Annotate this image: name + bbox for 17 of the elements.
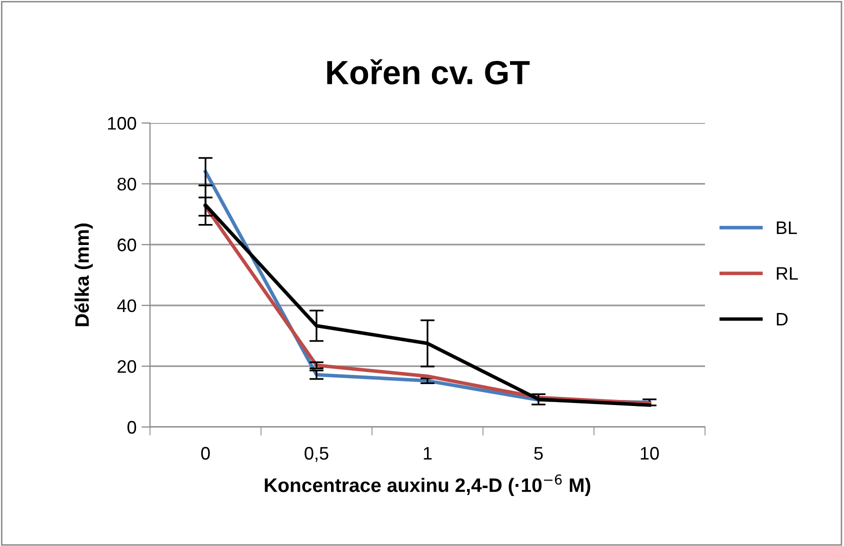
y-tick-label: 0 bbox=[127, 420, 136, 434]
x-tick-label: 1 bbox=[424, 447, 432, 460]
legend-label: RL bbox=[776, 267, 798, 280]
legend-label: D bbox=[776, 312, 788, 326]
y-tick-label: 60 bbox=[118, 238, 136, 252]
legend-label: BL bbox=[776, 222, 797, 234]
y-tick-label: 20 bbox=[118, 360, 136, 373]
x-tick-label: 0,5 bbox=[304, 446, 328, 462]
y-tick-label: 80 bbox=[118, 178, 136, 191]
chart-title: Kořen cv. GT bbox=[327, 59, 530, 84]
y-tick-label: 40 bbox=[117, 299, 136, 312]
x-axis-title: Koncentrace auxinu 2,4-D (·10$^{−6}$ M) bbox=[264, 474, 590, 496]
x-tick-label: 0 bbox=[201, 446, 210, 460]
y-tick-label: 100 bbox=[108, 116, 136, 130]
x-tick-label: 5 bbox=[534, 447, 543, 460]
x-tick-label: 10 bbox=[640, 446, 659, 460]
y-axis-title: Délka (mm) bbox=[74, 224, 93, 326]
